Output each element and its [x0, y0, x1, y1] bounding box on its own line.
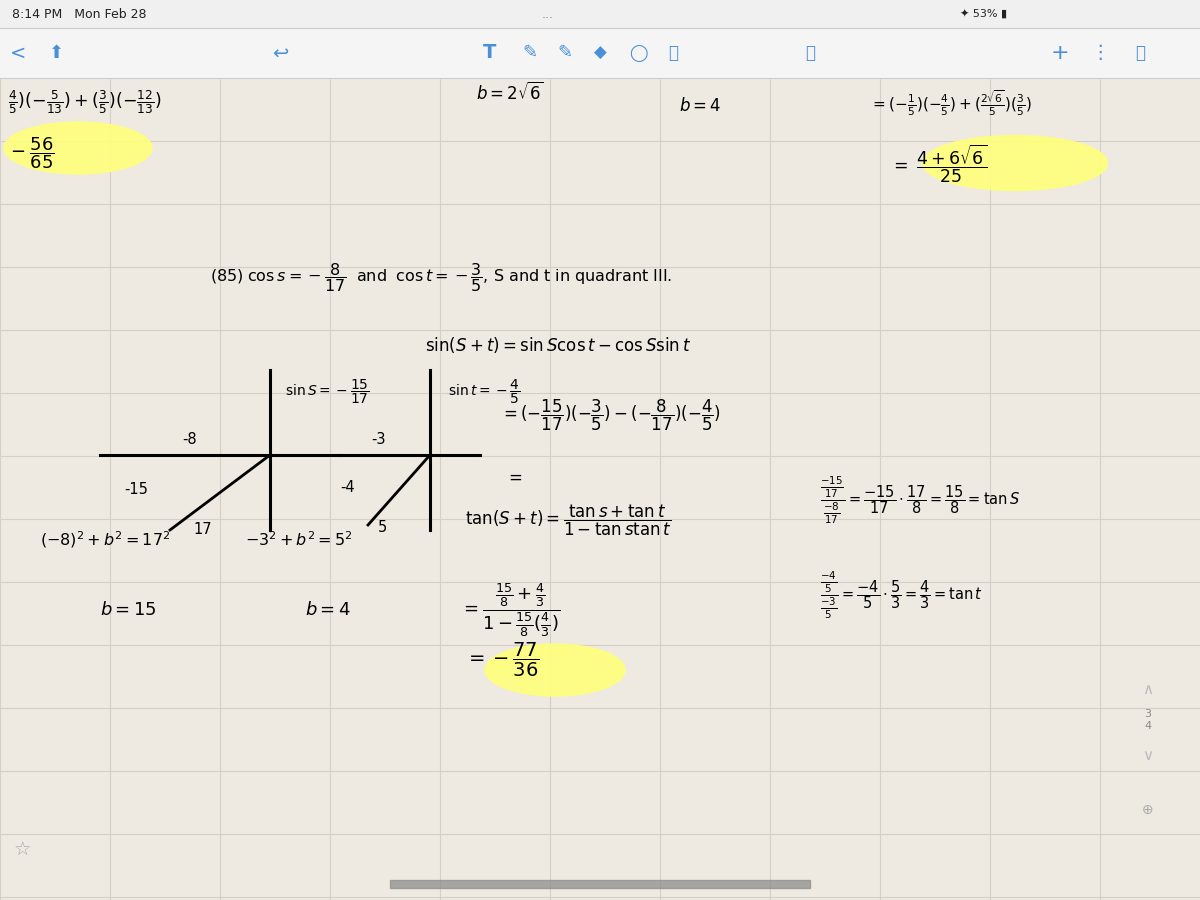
- Text: 3
4: 3 4: [1145, 709, 1152, 731]
- Text: ⋮: ⋮: [1091, 43, 1110, 62]
- Bar: [0, 0, 1200, 28]
- Bar: [0, 28, 1200, 78]
- Text: -3: -3: [371, 432, 385, 447]
- Bar: [390, 880, 810, 888]
- Text: $\sin t = -\dfrac{4}{5}$: $\sin t = -\dfrac{4}{5}$: [448, 378, 521, 406]
- Text: ✋: ✋: [668, 44, 678, 62]
- Text: ⬆: ⬆: [48, 44, 64, 62]
- Text: -8: -8: [182, 432, 197, 447]
- Text: $b = 2\sqrt{6}$: $b = 2\sqrt{6}$: [476, 82, 544, 104]
- Text: T: T: [484, 43, 497, 62]
- Text: $\dfrac{\frac{-4}{5}}{\frac{-3}{5}} = \dfrac{-4}{5} \cdot \dfrac{5}{3} = \dfrac{: $\dfrac{\frac{-4}{5}}{\frac{-3}{5}} = \d…: [820, 570, 983, 621]
- Text: $=$: $=$: [505, 468, 522, 486]
- Text: ✎: ✎: [522, 44, 538, 62]
- Text: ...: ...: [542, 7, 554, 21]
- Text: $= -\dfrac{77}{36}$: $= -\dfrac{77}{36}$: [466, 641, 540, 679]
- Text: $\tan(S+t) = \dfrac{\tan s + \tan t}{1 - \tan s\tan t}$: $\tan(S+t) = \dfrac{\tan s + \tan t}{1 -…: [466, 502, 672, 537]
- Text: $(85)\;\cos s = -\dfrac{8}{17}\;$ and $\;\cos t = -\dfrac{3}{5}$, S and t in qua: $(85)\;\cos s = -\dfrac{8}{17}\;$ and $\…: [210, 262, 672, 294]
- Ellipse shape: [923, 136, 1108, 191]
- Text: $(-8)^2 + b^2 = 17^2$: $(-8)^2 + b^2 = 17^2$: [40, 529, 170, 551]
- Text: $=(-\frac{1}{5})(-\frac{4}{5})+(\frac{2\sqrt{6}}{5})(\frac{3}{5})$: $=(-\frac{1}{5})(-\frac{4}{5})+(\frac{2\…: [870, 88, 1032, 118]
- Text: ☆: ☆: [13, 841, 31, 859]
- Text: $\dfrac{\frac{-15}{17}}{\frac{-8}{17}} = \dfrac{-15}{17} \cdot \dfrac{17}{8} = \: $\dfrac{\frac{-15}{17}}{\frac{-8}{17}} =…: [820, 474, 1020, 526]
- Text: ∨: ∨: [1142, 748, 1153, 762]
- Text: ∧: ∧: [1142, 682, 1153, 698]
- Text: 17: 17: [193, 522, 211, 537]
- Text: -15: -15: [124, 482, 148, 498]
- Text: $b = 4$: $b = 4$: [305, 601, 350, 619]
- Text: 🎤: 🎤: [805, 44, 815, 62]
- Text: 5: 5: [378, 520, 388, 535]
- Ellipse shape: [485, 644, 625, 696]
- Text: ✦ 53% ▮: ✦ 53% ▮: [960, 9, 1007, 19]
- Text: <: <: [10, 43, 26, 62]
- Text: 8:14 PM   Mon Feb 28: 8:14 PM Mon Feb 28: [12, 7, 146, 21]
- Text: $-3^2 + b^2 = 5^2$: $-3^2 + b^2 = 5^2$: [245, 531, 353, 549]
- Text: -4: -4: [341, 480, 355, 494]
- Text: $=\;\dfrac{4+6\sqrt{6}}{25}$: $=\;\dfrac{4+6\sqrt{6}}{25}$: [890, 143, 988, 185]
- Text: ◯: ◯: [629, 44, 647, 62]
- Text: $b=15$: $b=15$: [100, 601, 157, 619]
- Text: $= \dfrac{\frac{15}{8} + \frac{4}{3}}{1 - \frac{15}{8}(\frac{4}{3})}$: $= \dfrac{\frac{15}{8} + \frac{4}{3}}{1 …: [460, 581, 560, 639]
- Text: $-\;\dfrac{56}{65}$: $-\;\dfrac{56}{65}$: [10, 135, 55, 171]
- Text: ⧉: ⧉: [1135, 44, 1145, 62]
- Ellipse shape: [4, 122, 152, 174]
- Text: ✎: ✎: [558, 44, 572, 62]
- Text: ↩: ↩: [272, 43, 288, 62]
- Text: $\sin(S+t) = \sin S\cos t - \cos S\sin t$: $\sin(S+t) = \sin S\cos t - \cos S\sin t…: [425, 335, 691, 355]
- Text: +: +: [1051, 43, 1069, 63]
- Text: $\sin S = -\dfrac{15}{17}$: $\sin S = -\dfrac{15}{17}$: [286, 378, 370, 406]
- Text: $= (-\dfrac{15}{17})(-\dfrac{3}{5}) - (-\dfrac{8}{17})(-\dfrac{4}{5})$: $= (-\dfrac{15}{17})(-\dfrac{3}{5}) - (-…: [500, 398, 721, 433]
- Text: $\frac{4}{5})(-\frac{5}{13}) + (\frac{3}{5})(-\frac{12}{13})$: $\frac{4}{5})(-\frac{5}{13}) + (\frac{3}…: [8, 88, 162, 115]
- Text: $b=4$: $b=4$: [679, 97, 721, 115]
- Text: ⊕: ⊕: [1142, 803, 1154, 817]
- Text: ◆: ◆: [594, 44, 606, 62]
